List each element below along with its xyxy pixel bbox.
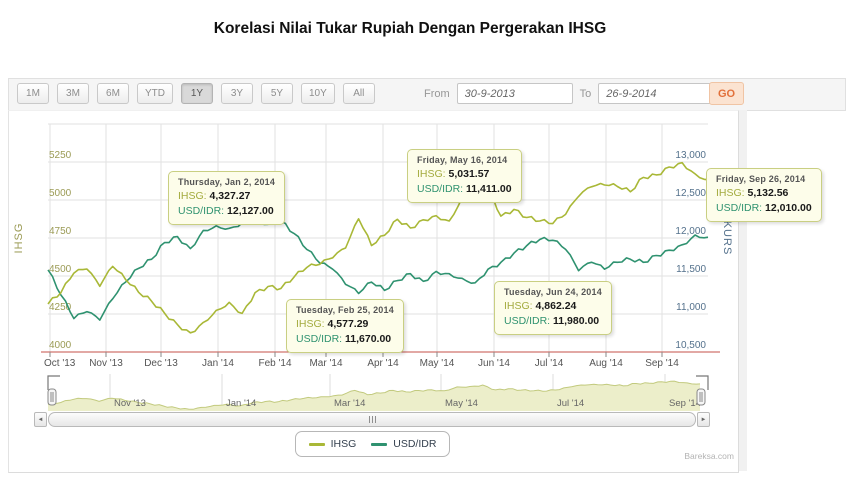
watermark: Bareksa.com <box>8 451 734 461</box>
legend-item-ihsg[interactable]: IHSG <box>309 438 357 450</box>
svg-text:Oct '13: Oct '13 <box>44 358 76 369</box>
tooltip-usd-label: USD/IDR: <box>178 205 224 217</box>
legend-label: USD/IDR <box>393 438 436 450</box>
svg-text:12,500: 12,500 <box>675 188 706 199</box>
svg-text:Jun '14: Jun '14 <box>478 358 510 369</box>
tooltip-jun-24: Tuesday, Jun 24, 2014 IHSG: 4,862.24 USD… <box>494 281 612 335</box>
from-label: From <box>424 88 450 100</box>
tooltip-ihsg-value: 5,031.57 <box>449 168 490 180</box>
svg-text:5000: 5000 <box>49 188 72 199</box>
svg-text:Mar '14: Mar '14 <box>309 358 342 369</box>
svg-text:Jan '14: Jan '14 <box>226 398 256 409</box>
tooltip-sep-26: Friday, Sep 26, 2014 IHSG: 5,132.56 USD/… <box>706 168 822 222</box>
page-title: Korelasi Nilai Tukar Rupiah Dengan Perge… <box>0 20 820 38</box>
range-button-ytd[interactable]: YTD <box>137 83 173 104</box>
tooltip-date: Thursday, Jan 2, 2014 <box>178 176 275 189</box>
tooltip-date: Friday, Sep 26, 2014 <box>716 173 812 186</box>
svg-text:5250: 5250 <box>49 150 72 161</box>
range-button-3m[interactable]: 3M <box>57 83 89 104</box>
range-button-1y[interactable]: 1Y <box>181 83 213 104</box>
range-button-6m[interactable]: 6M <box>97 83 129 104</box>
legend-item-usdidr[interactable]: USD/IDR <box>371 438 436 450</box>
go-button[interactable]: GO <box>709 82 744 105</box>
tooltip-ihsg-label: IHSG: <box>417 168 446 180</box>
scrollbar-thumb[interactable] <box>48 412 696 427</box>
range-button-5y[interactable]: 5Y <box>261 83 293 104</box>
tooltip-usd-value: 11,411.00 <box>466 183 512 195</box>
range-button-all[interactable]: All <box>343 83 375 104</box>
tooltip-usd-label: USD/IDR: <box>417 183 463 195</box>
navigator[interactable]: Nov '13 Jan '14 Mar '14 May '14 Jul '14 Sep '… <box>48 374 708 411</box>
svg-text:Aug '14: Aug '14 <box>589 358 623 369</box>
range-button-1m[interactable]: 1M <box>17 83 49 104</box>
tooltip-usd-value: 11,670.00 <box>345 333 391 345</box>
from-date-input[interactable] <box>457 83 573 104</box>
right-axis-title: KURS <box>721 221 733 256</box>
tooltip-ihsg-value: 4,862.24 <box>536 300 577 312</box>
tooltip-ihsg-label: IHSG: <box>716 187 745 199</box>
svg-text:Feb '14: Feb '14 <box>258 358 291 369</box>
svg-text:Jan '14: Jan '14 <box>202 358 234 369</box>
tooltip-feb-25: Tuesday, Feb 25, 2014 IHSG: 4,577.29 USD… <box>286 299 404 353</box>
tooltip-usd-label: USD/IDR: <box>716 202 762 214</box>
to-label: To <box>580 88 592 100</box>
date-range-controls: From To <box>424 83 714 104</box>
svg-text:Apr '14: Apr '14 <box>367 358 399 369</box>
tooltip-jan-2: Thursday, Jan 2, 2014 IHSG: 4,327.27 USD… <box>168 171 285 225</box>
tooltip-ihsg-value: 5,132.56 <box>748 187 789 199</box>
tooltip-ihsg-value: 4,577.29 <box>328 318 369 330</box>
tooltip-may-16: Friday, May 16, 2014 IHSG: 5,031.57 USD/… <box>407 149 522 203</box>
svg-text:4500: 4500 <box>49 264 72 275</box>
svg-text:12,000: 12,000 <box>675 226 706 237</box>
to-date-input[interactable] <box>598 83 714 104</box>
usdidr-line-swatch-icon <box>371 443 387 446</box>
left-axis-title: IHSG <box>13 223 25 254</box>
tooltip-ihsg-label: IHSG: <box>178 190 207 202</box>
tooltip-date: Friday, May 16, 2014 <box>417 154 512 167</box>
navigator-right-handle[interactable] <box>697 389 705 405</box>
tooltip-usd-value: 12,010.00 <box>765 202 812 214</box>
svg-text:11,500: 11,500 <box>676 264 706 275</box>
svg-text:Sep '14: Sep '14 <box>669 398 701 409</box>
tooltip-date: Tuesday, Feb 25, 2014 <box>296 304 394 317</box>
svg-text:Jul '14: Jul '14 <box>557 398 584 409</box>
legend-label: IHSG <box>331 438 357 450</box>
svg-text:13,000: 13,000 <box>675 150 706 161</box>
range-button-10y[interactable]: 10Y <box>301 83 335 104</box>
svg-text:Dec '13: Dec '13 <box>144 358 178 369</box>
tooltip-ihsg-value: 4,327.27 <box>210 190 251 202</box>
tooltip-usd-value: 11,980.00 <box>553 315 599 327</box>
tooltip-ihsg-label: IHSG: <box>504 300 533 312</box>
svg-text:Jul '14: Jul '14 <box>535 358 564 369</box>
scrollbar-right-arrow-icon[interactable]: ► <box>697 412 710 427</box>
tooltip-usd-value: 12,127.00 <box>227 205 274 217</box>
scrollbar-left-arrow-icon[interactable]: ◄ <box>34 412 47 427</box>
svg-text:4000: 4000 <box>49 340 72 351</box>
chart-toolbar: 1M 3M 6M YTD 1Y 3Y 5Y 10Y All From To GO <box>8 78 846 111</box>
tooltip-date: Tuesday, Jun 24, 2014 <box>504 286 602 299</box>
svg-text:Nov '13: Nov '13 <box>89 358 123 369</box>
svg-text:May '14: May '14 <box>445 398 478 409</box>
svg-text:11,000: 11,000 <box>676 302 706 313</box>
tooltip-usd-label: USD/IDR: <box>296 333 342 345</box>
ihsg-line-swatch-icon <box>309 443 325 446</box>
svg-text:10,500: 10,500 <box>675 340 706 351</box>
svg-text:Sep '14: Sep '14 <box>645 358 679 369</box>
range-button-group: 1M 3M 6M YTD 1Y 3Y 5Y 10Y All <box>17 83 375 104</box>
range-button-3y[interactable]: 3Y <box>221 83 253 104</box>
tooltip-usd-label: USD/IDR: <box>504 315 550 327</box>
svg-text:4750: 4750 <box>49 226 72 237</box>
svg-text:Nov '13: Nov '13 <box>114 398 146 409</box>
svg-text:May '14: May '14 <box>420 358 455 369</box>
navigator-left-handle[interactable] <box>48 389 56 405</box>
tooltip-ihsg-label: IHSG: <box>296 318 325 330</box>
panel-right-gutter <box>739 110 747 471</box>
svg-text:Mar '14: Mar '14 <box>334 398 365 409</box>
